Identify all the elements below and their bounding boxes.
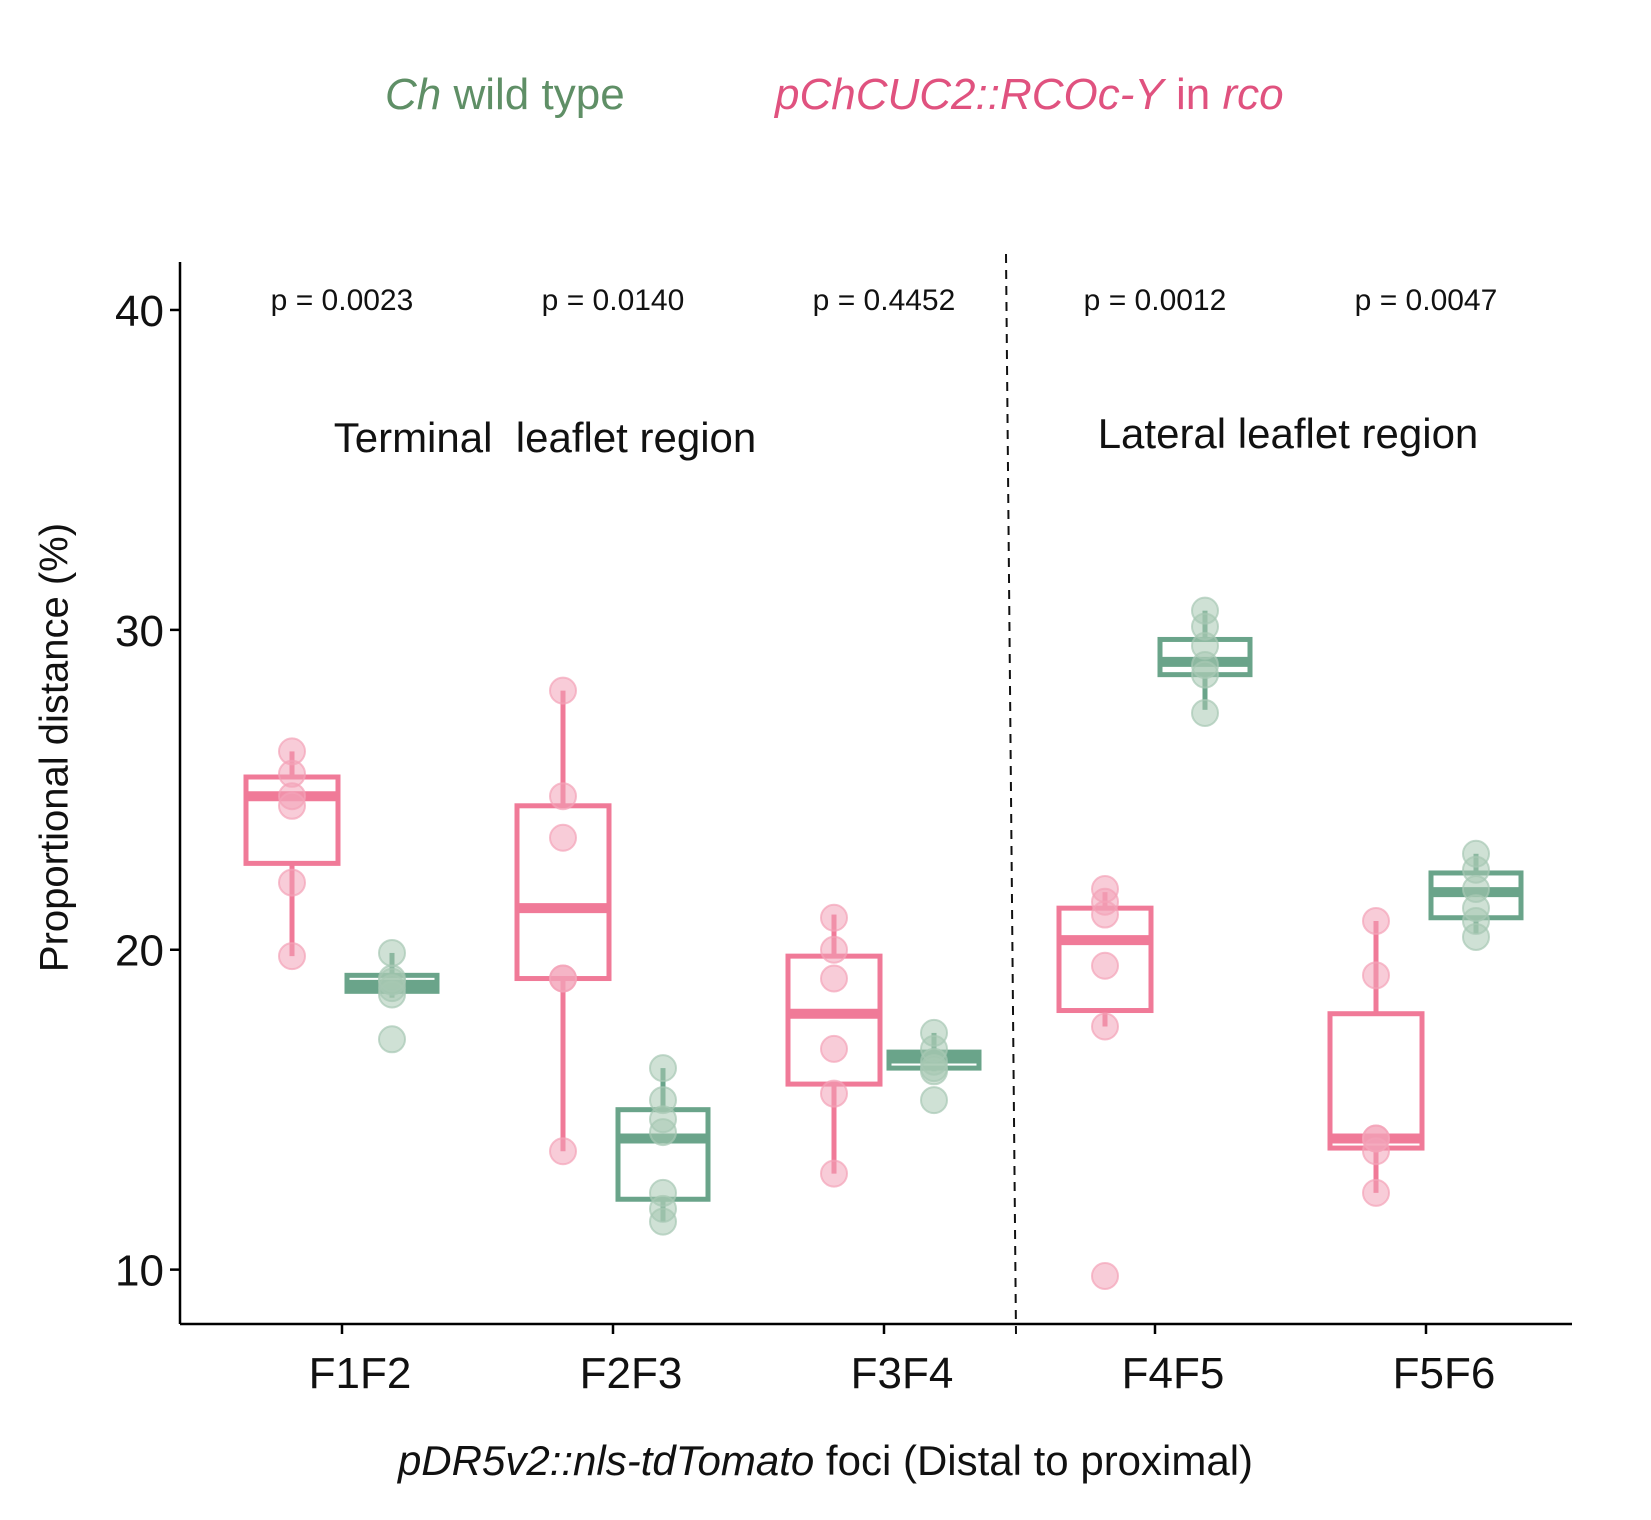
data-point	[549, 964, 577, 993]
data-point	[920, 1018, 948, 1047]
data-point	[549, 823, 577, 852]
data-point	[1462, 839, 1490, 868]
box-wild-type	[1428, 839, 1524, 951]
x-tick-label: F1F2	[309, 1349, 412, 1398]
data-point	[1091, 1012, 1119, 1041]
x-axis-label: pDR5v2::nls-tdTomato foci (Distal to pro…	[0, 1437, 1651, 1485]
legend-wt-italic: Ch	[385, 70, 442, 119]
box-transgenic	[514, 676, 612, 1166]
box-wild-type	[615, 1054, 711, 1236]
x-tick-label: F2F3	[580, 1349, 683, 1398]
data-point	[1191, 699, 1219, 728]
terminal-region-label: Terminal leaflet region	[334, 414, 757, 461]
data-point	[820, 903, 848, 932]
p-value-label: p = 0.0047	[1355, 284, 1498, 317]
lateral-region-label: Lateral leaflet region	[1098, 410, 1479, 457]
data-point	[649, 1054, 677, 1083]
box-transgenic	[243, 737, 341, 971]
data-point	[1191, 596, 1219, 625]
data-point	[920, 1086, 948, 1115]
y-tick-label: 20	[115, 927, 164, 976]
data-point	[820, 1034, 848, 1063]
data-point	[820, 1079, 848, 1108]
data-point	[820, 1159, 848, 1188]
data-point	[649, 1178, 677, 1207]
data-point	[1091, 874, 1119, 903]
data-point	[820, 964, 848, 993]
data-point	[278, 942, 306, 971]
box-transgenic	[1327, 906, 1425, 1207]
data-point	[549, 782, 577, 811]
p-value-label: p = 0.0023	[271, 284, 414, 317]
region-divider	[1005, 253, 1017, 1335]
data-point	[1362, 961, 1390, 990]
box-transgenic	[1056, 874, 1154, 1291]
box-wild-type	[886, 1018, 982, 1115]
box-wild-type	[344, 938, 440, 1054]
legend-tr-background: rco	[1222, 70, 1284, 119]
legend-tr-text: in	[1163, 70, 1223, 119]
data-point	[278, 868, 306, 897]
y-tick-label: 40	[115, 287, 164, 336]
p-value-label: p = 0.0012	[1084, 284, 1227, 317]
x-tick-label: F5F6	[1393, 1349, 1496, 1398]
legend-wt-text: wild type	[441, 70, 625, 119]
box-wild-type	[1157, 596, 1253, 728]
data-point	[1362, 1124, 1390, 1153]
data-point	[1362, 1178, 1390, 1207]
data-point	[278, 737, 306, 766]
data-point	[378, 964, 406, 993]
data-point	[378, 938, 406, 967]
box-transgenic	[785, 903, 883, 1188]
x-axis-label-construct: pDR5v2::nls-tdTomato	[397, 1437, 815, 1484]
legend-wild-type: Ch wild type	[385, 70, 625, 120]
legend-tr-construct: pChCUC2::RCOc-Y	[775, 70, 1164, 119]
data-point	[1362, 906, 1390, 935]
y-tick-label: 30	[115, 607, 164, 656]
data-point	[649, 1086, 677, 1115]
legend-transgenic: pChCUC2::RCOc-Y in rco	[775, 70, 1284, 120]
data-point	[1091, 1262, 1119, 1291]
p-value-label: p = 0.4452	[813, 284, 956, 317]
data-point	[378, 1025, 406, 1054]
x-tick-label: F4F5	[1122, 1349, 1225, 1398]
x-tick-label: F3F4	[851, 1349, 954, 1398]
data-point	[549, 676, 577, 705]
y-tick-label: 10	[115, 1247, 164, 1296]
p-value-label: p = 0.0140	[542, 284, 685, 317]
data-point	[549, 1137, 577, 1166]
data-point	[820, 935, 848, 964]
x-axis-label-rest: foci (Distal to proximal)	[814, 1437, 1254, 1484]
data-point	[1091, 951, 1119, 980]
